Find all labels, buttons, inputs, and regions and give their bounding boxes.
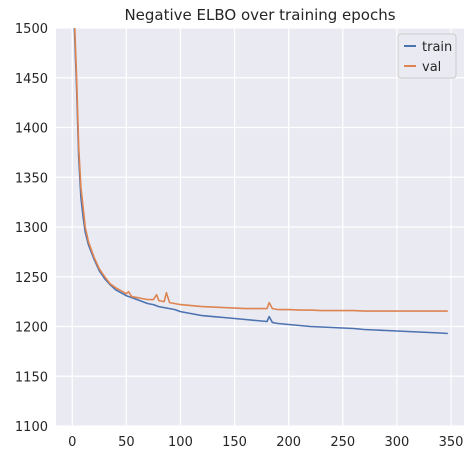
- x-tick-label: 350: [439, 435, 464, 450]
- y-tick-label: 1350: [15, 171, 48, 186]
- y-tick-label: 1250: [15, 271, 48, 286]
- grid: [56, 27, 464, 427]
- y-tick-label: 1200: [15, 321, 48, 336]
- y-tick-labels: 1100 1150 1200 1250 1300 1350 1400 1450 1500: [15, 22, 48, 435]
- x-tick-labels: 0 50 100 150 200 250 300 350: [68, 435, 463, 450]
- y-tick-label: 1500: [15, 22, 48, 37]
- y-tick-label: 1100: [15, 420, 48, 435]
- y-tick-label: 1400: [15, 122, 48, 137]
- x-tick-label: 300: [384, 435, 409, 450]
- x-tick-label: 0: [68, 435, 76, 450]
- series-layer: [73, 28, 448, 335]
- series-line-val: [73, 28, 448, 312]
- y-tick-label: 1450: [15, 72, 48, 87]
- chart-title: Negative ELBO over training epochs: [124, 6, 395, 24]
- x-tick-label: 200: [276, 435, 301, 450]
- legend: train val: [397, 33, 457, 79]
- x-tick-label: 250: [330, 435, 355, 450]
- legend-label: val: [422, 60, 441, 75]
- x-tick-label: 100: [168, 435, 193, 450]
- y-tick-label: 1300: [15, 221, 48, 236]
- legend-label: train: [422, 40, 452, 55]
- x-tick-label: 50: [118, 435, 135, 450]
- series-line-train: [73, 28, 448, 335]
- x-tick-label: 150: [222, 435, 247, 450]
- y-tick-label: 1150: [15, 370, 48, 385]
